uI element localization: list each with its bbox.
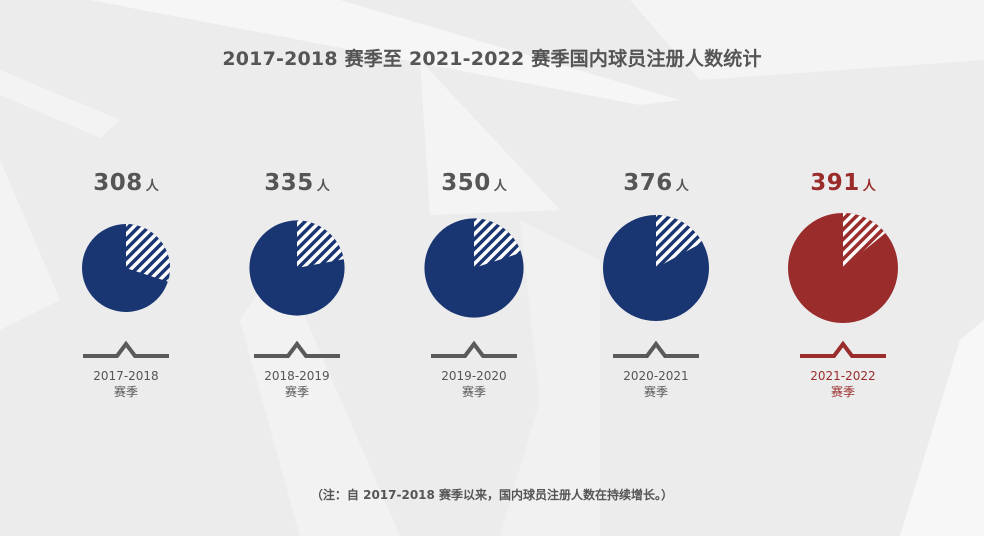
pie-2021-2022 — [788, 213, 898, 323]
count-unit: 人 — [145, 179, 159, 194]
season-label: 2019-2020 赛季 — [399, 368, 549, 400]
count-label: 376 人 — [581, 170, 731, 196]
season-label: 2018-2019 赛季 — [222, 368, 372, 400]
count-value: 308 — [93, 170, 143, 196]
season-years: 2019-2020 — [441, 369, 507, 383]
count-value: 350 — [441, 170, 491, 196]
season-marker — [431, 340, 517, 358]
count-unit: 人 — [862, 179, 876, 194]
season-years: 2017-2018 — [93, 369, 159, 383]
count-unit: 人 — [316, 179, 330, 194]
count-value: 376 — [623, 170, 673, 196]
season-years: 2020-2021 — [623, 369, 689, 383]
pie-hatched-slice — [126, 224, 170, 282]
season-marker — [800, 340, 886, 358]
season-label: 2017-2018 赛季 — [51, 368, 201, 400]
chart-title: 2017-2018 赛季至 2021-2022 赛季国内球员注册人数统计 — [222, 48, 762, 70]
season-suffix: 赛季 — [113, 385, 138, 399]
count-label: 350 人 — [399, 170, 549, 196]
season-years: 2021-2022 — [810, 369, 876, 383]
count-unit: 人 — [493, 179, 507, 194]
count-unit: 人 — [675, 179, 689, 194]
footnote: （注：自 2017-2018 赛季以来，国内球员注册人数在持续增长。） — [310, 488, 674, 502]
pie-hatched-slice — [656, 214, 703, 268]
season-label: 2020-2021 赛季 — [581, 368, 731, 400]
count-value: 391 — [810, 170, 860, 196]
season-suffix: 赛季 — [461, 385, 486, 399]
season-marker — [83, 340, 169, 358]
season-suffix: 赛季 — [830, 385, 855, 399]
pie-2020-2021 — [602, 214, 710, 322]
season-label: 2021-2022 赛季 — [768, 368, 918, 400]
count-value: 335 — [264, 170, 314, 196]
count-label: 335 人 — [222, 170, 372, 196]
count-label: 391 人 — [768, 170, 918, 196]
season-suffix: 赛季 — [643, 385, 668, 399]
pie-hatched-slice — [474, 218, 522, 268]
pie-2018-2019 — [249, 220, 345, 316]
pie-hatched-slice — [297, 220, 344, 268]
season-marker — [613, 340, 699, 358]
count-label: 308 人 — [51, 170, 201, 196]
season-marker — [254, 340, 340, 358]
pie-hatched-slice — [843, 213, 886, 268]
season-suffix: 赛季 — [284, 385, 309, 399]
season-years: 2018-2019 — [264, 369, 330, 383]
pie-2017-2018 — [82, 224, 170, 312]
pie-2019-2020 — [424, 218, 524, 318]
